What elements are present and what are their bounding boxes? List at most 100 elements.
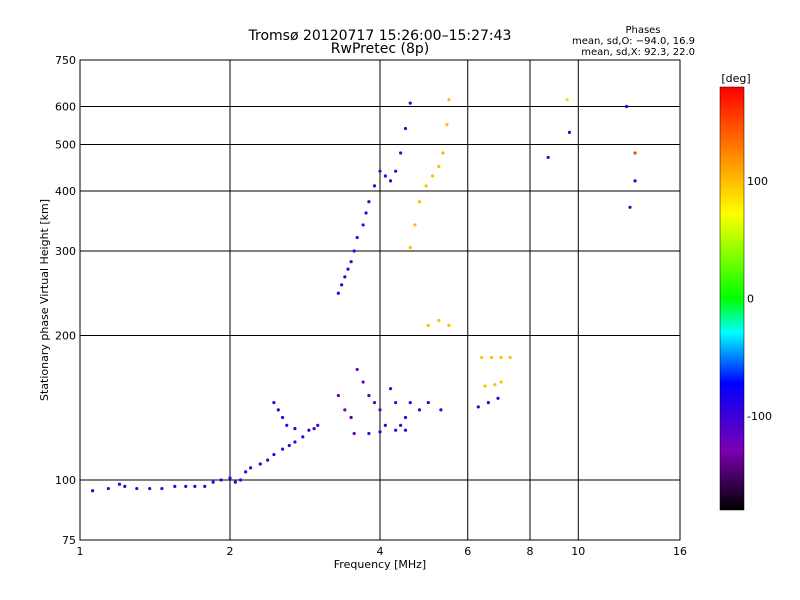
data-point (628, 205, 632, 209)
data-point (408, 101, 412, 105)
data-point (184, 484, 188, 488)
data-point (343, 408, 347, 412)
data-point (312, 426, 316, 431)
data-point (244, 470, 248, 474)
y-axis-label: Stationary phase Virtual Height [km] (38, 199, 51, 401)
data-point (372, 184, 377, 188)
data-point (437, 318, 441, 323)
info-line-x: mean, sd,X: 92.3, 22.0 (581, 47, 695, 58)
colorbar (719, 86, 745, 511)
data-point (430, 174, 435, 178)
data-point (336, 393, 340, 398)
data-point (238, 478, 243, 482)
data-point (211, 480, 215, 484)
data-point (367, 200, 371, 204)
data-point (403, 126, 408, 131)
data-point (447, 323, 451, 327)
x-tick-label: 4 (377, 545, 384, 558)
data-point (486, 400, 490, 405)
data-point (352, 431, 356, 436)
data-point (546, 155, 550, 160)
data-point (280, 447, 285, 451)
data-point (424, 184, 428, 188)
data-point (272, 452, 276, 457)
data-point (203, 484, 207, 488)
data-point (388, 179, 393, 183)
data-point (148, 486, 152, 491)
data-point (173, 484, 177, 488)
y-tick-label: 75 (62, 534, 76, 547)
data-point (633, 151, 637, 155)
colorbar-tick-label: 100 (747, 175, 768, 188)
colorbar-ticks: 100 0 -100 (747, 175, 772, 423)
colorbar-label: [deg] (721, 72, 750, 85)
data-point (408, 245, 412, 250)
data-point (361, 223, 365, 227)
data-point (403, 415, 408, 420)
data-point (367, 393, 371, 398)
data-point (413, 223, 417, 227)
data-point (417, 200, 422, 204)
data-point (276, 408, 280, 412)
data-point (349, 260, 353, 264)
data-point (408, 400, 412, 405)
data-point (106, 486, 110, 491)
y-tick-label: 600 (55, 101, 76, 114)
data-point (633, 179, 637, 183)
data-point (219, 478, 223, 482)
data-point (361, 380, 365, 384)
data-point (383, 423, 387, 427)
data-point (403, 428, 408, 432)
y-tick-label: 300 (55, 245, 76, 258)
data-point (565, 98, 569, 102)
data-point (272, 400, 276, 405)
data-point (388, 387, 393, 391)
data-points (91, 98, 637, 493)
data-point (293, 426, 297, 431)
y-tick-label: 100 (55, 474, 76, 487)
data-point (372, 400, 377, 405)
data-point (117, 482, 122, 486)
data-point (349, 415, 353, 420)
data-point (490, 355, 494, 360)
data-point (352, 249, 356, 253)
data-point (346, 267, 350, 271)
grid-lines (80, 60, 680, 540)
data-point (343, 275, 347, 279)
data-point (307, 428, 311, 432)
data-point (437, 164, 441, 169)
data-point (233, 480, 237, 484)
x-tick-label: 8 (527, 545, 534, 558)
info-line-o: mean, sd,O: −94.0, 16.9 (572, 36, 695, 47)
data-point (91, 489, 95, 493)
data-point (567, 130, 572, 134)
colorbar-tick-label: -100 (747, 410, 772, 423)
data-point (228, 476, 232, 480)
data-point (383, 174, 387, 178)
data-point (266, 458, 270, 462)
data-point (249, 466, 253, 470)
data-point (355, 367, 359, 372)
data-point (493, 383, 497, 387)
data-point (499, 380, 503, 384)
x-tick-label: 10 (571, 545, 585, 558)
x-tick-label: 2 (227, 545, 234, 558)
data-point (123, 484, 127, 488)
data-point (480, 355, 484, 360)
data-point (394, 428, 398, 432)
data-point (285, 423, 289, 427)
y-tick-labels: 75 100 200 300 400 500 600 750 (55, 54, 76, 547)
data-point (355, 235, 359, 240)
data-point (508, 355, 512, 360)
info-heading: Phases (625, 25, 660, 36)
data-point (293, 440, 297, 444)
data-point (160, 486, 164, 491)
x-tick-labels: 1 2 4 6 8 10 16 (77, 545, 688, 558)
data-point (287, 443, 291, 448)
colorbar-tick-label: 0 (747, 293, 754, 306)
data-point (426, 400, 430, 405)
y-tick-label: 500 (55, 139, 76, 152)
data-point (378, 408, 382, 412)
data-point (301, 435, 305, 439)
